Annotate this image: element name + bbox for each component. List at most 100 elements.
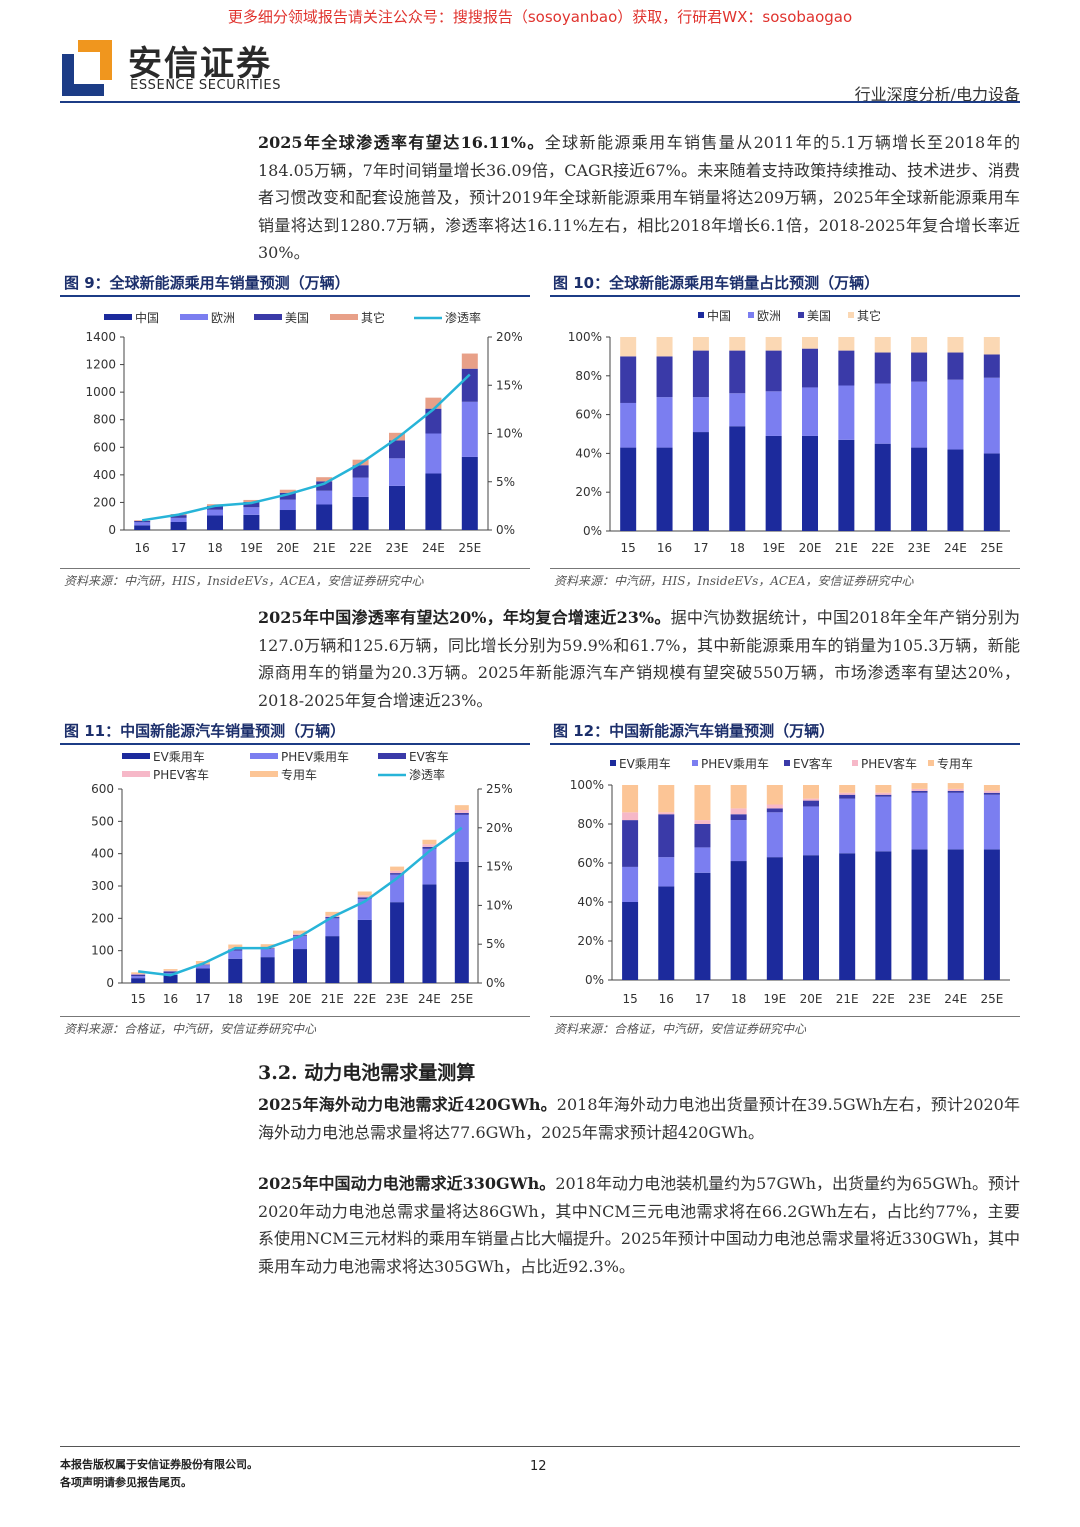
bar-segment (838, 337, 855, 351)
x-tick-label: 17 (695, 992, 710, 1006)
legend-label: 美国 (807, 309, 831, 323)
y-tick-label: 1000 (85, 385, 116, 399)
bar-segment (911, 788, 928, 791)
bar-segment (983, 790, 1000, 793)
fig10-source: 资料来源：中汽研，HIS，InsideEVs，ACEA，安信证券研究中心 (554, 574, 914, 588)
bar-segment (947, 783, 964, 789)
legend-swatch (378, 753, 406, 759)
bar-segment (658, 857, 675, 887)
legend-swatch (104, 314, 132, 320)
paragraph-global-penetration: 2025年全球渗透率有望达16.11%。全球新能源乘用车销售量从2011年的5.… (258, 129, 1020, 267)
bar-segment (357, 897, 372, 899)
bar-segment (694, 872, 711, 980)
bar-segment (911, 447, 928, 531)
legend-swatch (748, 312, 754, 318)
bar-segment (620, 402, 637, 448)
paragraph-china-penetration: 2025年中国渗透率有望达20%，年均复合增速近23%。据中汽协数据统计，中国2… (258, 604, 1020, 714)
bar-segment (656, 447, 673, 531)
bar-segment (947, 352, 964, 380)
y-tick-label: 600 (91, 782, 114, 796)
bar-segment (620, 356, 637, 403)
bar-segment (357, 891, 372, 896)
bar-segment (730, 785, 747, 809)
bar-segment (730, 814, 747, 821)
brand-name-cn: 安信证券 (128, 44, 272, 84)
bar-segment (766, 857, 783, 980)
y2-tick-label: 15% (496, 378, 523, 392)
bar-segment (163, 969, 178, 971)
bar-segment (803, 785, 819, 799)
bar-segment (911, 337, 928, 353)
bar-segment (911, 849, 928, 980)
legend-label: 欧洲 (211, 311, 235, 325)
y-tick-label: 0% (585, 973, 604, 987)
bar-segment (390, 870, 405, 874)
bar-segment (874, 352, 891, 384)
legend-label: EV乘用车 (619, 756, 671, 771)
bar-segment (425, 408, 442, 434)
legend-swatch (692, 760, 698, 766)
bar-segment (422, 844, 437, 847)
bar-segment (765, 391, 782, 436)
x-tick-label: 23E (386, 992, 409, 1006)
x-tick-label: 19E (240, 541, 263, 555)
bar-segment (243, 502, 260, 508)
x-tick-label: 17 (195, 992, 210, 1006)
bar-segment (293, 936, 307, 950)
bar-segment (729, 426, 746, 531)
bar-segment (803, 806, 819, 856)
bar-segment (390, 873, 405, 875)
bar-segment (947, 449, 964, 531)
paragraph-body: 据中汽协数据统计，中国2018年全年产销分别为127.0万辆和125.6万辆，同… (258, 608, 1020, 710)
bar-segment (658, 814, 675, 858)
x-tick-label: 23E (908, 541, 931, 555)
fig11-svg: 0 100 200 300 400 500 600 0% 5% 10% 15% 20% 25% 15 16 1… (91, 749, 513, 1006)
legend-label: 专用车 (281, 767, 317, 782)
x-tick-label: 18 (731, 992, 746, 1006)
bar-segment (839, 798, 856, 854)
x-tick-label: 20E (800, 992, 823, 1006)
fig11-title: 图 11：中国新能源汽车销量预测（万辆） (64, 722, 346, 740)
bar-segment (207, 509, 223, 516)
bar-segment (134, 525, 151, 530)
x-tick-label: 24E (944, 992, 967, 1006)
fig12-source-rule (550, 1016, 1020, 1017)
legend-label: 中国 (707, 308, 731, 323)
bar-segment (293, 930, 307, 934)
x-tick-label: 16 (135, 541, 150, 555)
legend-swatch (698, 312, 704, 318)
bar-segment (228, 950, 243, 959)
fig11-source-rule (60, 1016, 530, 1017)
bar-segment (765, 337, 782, 351)
paragraph-lead: 2025年中国渗透率有望达20%，年均复合增速近23%。 (258, 608, 671, 627)
fig12-svg: 0% 20% 40% 60% 80% 100% 15 16 17 18 19E 20E 21E 22E 23… (570, 756, 1010, 1006)
legend-swatch (848, 312, 854, 318)
bar-segment (228, 944, 243, 949)
x-tick-label: 22E (353, 992, 376, 1006)
y-tick-label: 100 (91, 944, 114, 958)
bar-segment (765, 435, 782, 531)
bar-segment (839, 792, 856, 795)
bar-segment (170, 517, 187, 523)
x-tick-label: 22E (349, 541, 372, 555)
x-tick-label: 16 (659, 992, 674, 1006)
bar-segment (694, 820, 711, 824)
fig9-source: 资料来源：中汽研，HIS，InsideEVs，ACEA，安信证券研究中心 (64, 574, 424, 588)
y-tick-label: 200 (91, 911, 114, 925)
bar-segment (803, 798, 819, 801)
bar-segment (390, 866, 405, 871)
bar-segment (195, 965, 210, 969)
bar-segment (134, 520, 151, 523)
x-tick-label: 25E (980, 992, 1003, 1006)
bar-segment (131, 976, 146, 979)
x-tick-label: 15 (131, 992, 146, 1006)
x-tick-label: 18 (730, 541, 745, 555)
bar-segment (390, 902, 405, 983)
x-tick-label: 15 (622, 992, 637, 1006)
paragraph-body: 全球新能源乘用车销售量从2011年的5.1万辆增长至2018年的184.05万辆… (258, 133, 1020, 262)
bar-segment (134, 520, 151, 521)
bar-segment (730, 820, 747, 862)
bar-segment (802, 435, 818, 531)
x-tick-label: 22E (872, 992, 895, 1006)
y-tick-label: 800 (93, 413, 116, 427)
